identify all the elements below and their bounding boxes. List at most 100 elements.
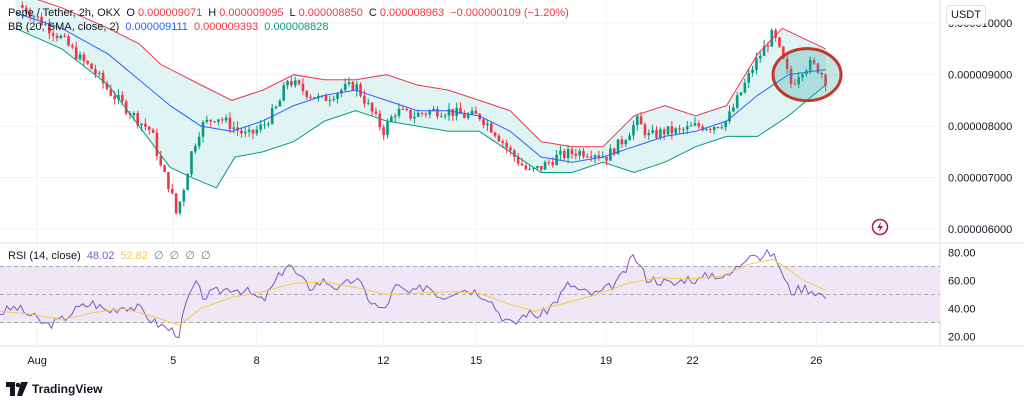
bb-label[interactable]: BB (20, SMA, close, 2) (8, 21, 120, 33)
candle-body (359, 84, 362, 96)
symbol-name[interactable]: Pepe / Tether, 2h, OKX (8, 7, 121, 19)
candle-body (217, 119, 220, 122)
candle-body (363, 95, 366, 104)
candle-body (124, 101, 128, 114)
candle-body (486, 123, 489, 126)
time-tick-label: 19 (600, 355, 612, 367)
candle-body (393, 115, 397, 117)
candle-body (286, 81, 289, 86)
candle-body (328, 100, 332, 102)
candle-body (355, 84, 359, 91)
candle-body (655, 130, 658, 138)
candle-body (628, 135, 631, 141)
candle-body (778, 37, 781, 47)
candle-body (55, 35, 59, 39)
candle-body (309, 96, 312, 98)
rsi-tick-label: 20.00 (948, 332, 976, 344)
candle-body (228, 117, 232, 130)
symbol-legend: Pepe / Tether, 2h, OKX O 0.000009071 H 0.0… (8, 7, 572, 19)
candle-body (643, 124, 647, 136)
rsi-tick-label: 60.00 (948, 275, 976, 287)
rsi-label[interactable]: RSI (14, close) (8, 250, 81, 262)
candle-body (578, 150, 581, 156)
lightning-icon[interactable] (871, 218, 889, 236)
candle-body (274, 106, 278, 109)
candle-body (224, 117, 228, 121)
candle-body (201, 122, 205, 137)
candle-body (797, 77, 800, 85)
candle-body (824, 74, 827, 86)
candle-body (509, 147, 512, 151)
candle-body (639, 116, 643, 125)
candle-body (205, 119, 209, 123)
candle-body (147, 126, 151, 130)
candle-body (347, 82, 351, 85)
rsi-ma-line (0, 258, 826, 326)
candle-body (739, 92, 743, 96)
candle-body (267, 123, 270, 125)
time-tick-label: Aug (27, 355, 47, 367)
candle-body (67, 36, 70, 46)
time-tick-label: 5 (170, 355, 176, 367)
candle-body (501, 141, 505, 143)
candle-body (90, 63, 93, 70)
candle-body (439, 116, 443, 118)
candle-body (220, 119, 224, 121)
candle-body (86, 60, 90, 64)
tradingview-logo-icon (6, 382, 28, 396)
candle-body (324, 95, 328, 102)
candle-body (155, 132, 159, 157)
candle-body (758, 55, 762, 59)
candle-body (716, 126, 720, 128)
candle-body (240, 130, 243, 134)
candle-body (178, 201, 182, 214)
candle-body (40, 16, 43, 25)
candle-body (132, 113, 136, 116)
price-tick-label: 0.000007000 (948, 173, 1012, 185)
candle-body (443, 115, 447, 117)
candle-body (24, 7, 28, 13)
candle-body (466, 114, 470, 119)
candle-body (705, 129, 708, 131)
candle-body (605, 156, 608, 161)
candle-body (159, 156, 163, 166)
candle-body (351, 82, 355, 91)
candle-body (186, 174, 189, 191)
candle-body (151, 129, 155, 133)
candle-body (397, 108, 401, 116)
rsi-legend: RSI (14, close) 48.02 52.82 ∅ ∅ ∅ ∅ (8, 249, 214, 262)
candle-body (416, 112, 420, 117)
candle-body (251, 129, 255, 134)
candle-body (47, 24, 51, 34)
candle-body (728, 111, 731, 122)
candle-body (774, 30, 777, 38)
highlight-ellipse (771, 47, 843, 103)
candle-body (666, 126, 670, 135)
candle-body (163, 165, 166, 173)
candle-body (532, 167, 535, 169)
low-value: 0.000008850 (298, 7, 363, 19)
currency-button[interactable]: USDT (946, 5, 986, 25)
candle-body (566, 149, 570, 158)
candle-body (401, 108, 405, 110)
candle-body (247, 129, 251, 132)
candle-body (470, 110, 474, 115)
candle-body (71, 45, 74, 48)
candle-body (562, 150, 566, 158)
low-label: L (289, 7, 296, 19)
rsi-value: 48.02 (86, 250, 115, 262)
candle-body (424, 113, 428, 115)
candle-body (712, 126, 716, 130)
candle-body (701, 126, 704, 131)
candle-body (51, 33, 55, 36)
candle-body (543, 162, 547, 170)
candle-body (732, 107, 735, 112)
candle-body (474, 110, 478, 114)
candle-body (447, 108, 451, 116)
candle-body (386, 121, 389, 136)
candle-body (528, 168, 531, 170)
bb-lower-value: 0.000008828 (264, 21, 329, 33)
candle-body (197, 136, 201, 147)
candle-body (616, 139, 620, 155)
time-tick-label: 15 (470, 355, 482, 367)
